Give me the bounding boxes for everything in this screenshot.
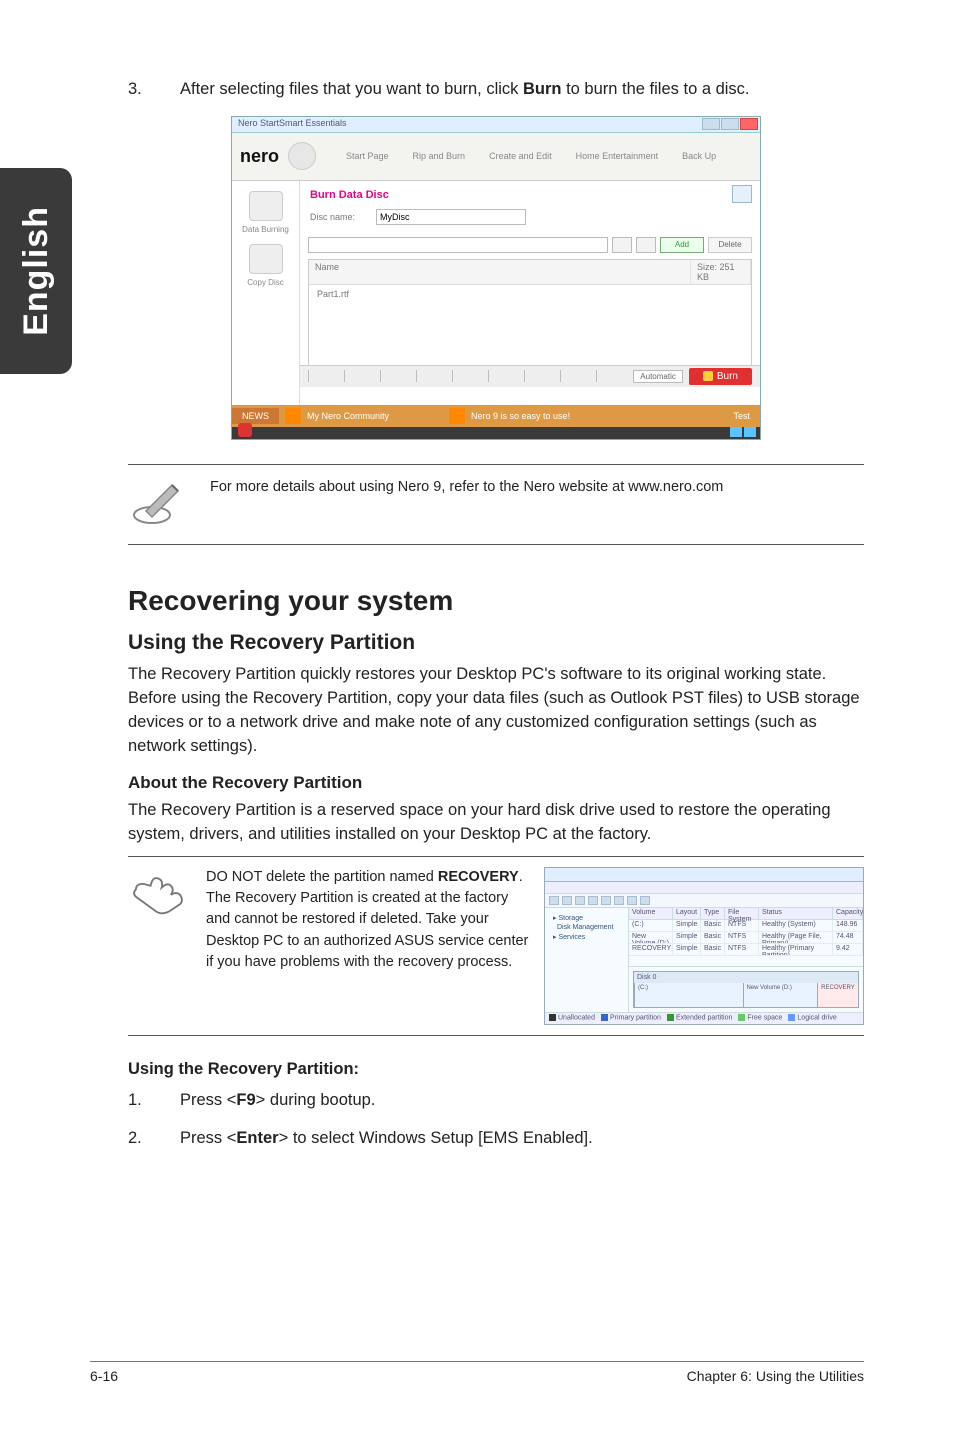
nero-round-icon[interactable] bbox=[288, 142, 316, 170]
sidebar-item-label: Copy Disc bbox=[232, 278, 299, 287]
disc-name-input[interactable] bbox=[376, 209, 526, 225]
nero-logo: nero bbox=[232, 146, 286, 167]
copy-disc-icon[interactable] bbox=[249, 244, 283, 274]
step-3-row: 3. After selecting files that you want t… bbox=[128, 78, 864, 102]
side-language-label: English bbox=[17, 206, 56, 336]
col-size: Size: 251 KB bbox=[691, 260, 751, 284]
tab-backup[interactable]: Back Up bbox=[672, 147, 726, 165]
sidebar-item-label: Data Burning bbox=[232, 225, 299, 234]
nero-titlebar: Nero StartSmart Essentials bbox=[232, 117, 760, 133]
news-label: NEWS bbox=[232, 408, 279, 424]
news-item[interactable]: My Nero Community bbox=[307, 411, 389, 421]
burn-heading: Burn Data Disc bbox=[300, 181, 760, 205]
rss-icon[interactable] bbox=[449, 408, 465, 424]
footer-btn-icon[interactable] bbox=[744, 427, 756, 437]
footer-icon[interactable] bbox=[238, 423, 252, 437]
file-list: Name Size: 251 KB Part1.rtf bbox=[308, 259, 752, 369]
step-number: 2. bbox=[128, 1127, 146, 1151]
procedure-heading: Using the Recovery Partition: bbox=[128, 1060, 864, 1079]
close-panel-icon[interactable] bbox=[732, 185, 752, 203]
nero-sidebar: Data Burning Copy Disc bbox=[232, 181, 300, 411]
step-row: 1. Press <F9> during bootup. bbox=[128, 1089, 864, 1113]
capacity-ruler: Automatic Burn bbox=[300, 365, 760, 387]
paragraph: The Recovery Partition is a reserved spa… bbox=[128, 799, 864, 847]
tab-home[interactable]: Home Entertainment bbox=[566, 147, 669, 165]
list-item[interactable]: Part1.rtf bbox=[309, 285, 751, 303]
pen-note-icon bbox=[128, 477, 188, 532]
disk-management-screenshot: ▸ Storage Disk Management ▸ Services Vol… bbox=[544, 867, 864, 1025]
page-footer: 6-16 Chapter 6: Using the Utilities bbox=[90, 1361, 864, 1384]
nero-screenshot: Nero StartSmart Essentials nero Start Pa… bbox=[231, 116, 761, 440]
flame-icon bbox=[703, 371, 713, 381]
path-input[interactable] bbox=[308, 237, 608, 253]
news-item[interactable]: Nero 9 is so easy to use! bbox=[471, 411, 570, 421]
tab-createedit[interactable]: Create and Edit bbox=[479, 147, 562, 165]
nero-topbar: nero Start Page Rip and Burn Create and … bbox=[232, 133, 760, 181]
note-block: For more details about using Nero 9, ref… bbox=[128, 464, 864, 545]
step-3-text: After selecting files that you want to b… bbox=[180, 78, 750, 102]
nero-footer bbox=[232, 427, 760, 439]
disc-name-label: Disc name: bbox=[310, 212, 366, 222]
browse-up-icon[interactable] bbox=[612, 237, 632, 253]
hand-note-icon bbox=[128, 867, 188, 922]
paragraph: The Recovery Partition quickly restores … bbox=[128, 663, 864, 759]
step-number: 1. bbox=[128, 1089, 146, 1113]
burn-button[interactable]: Burn bbox=[689, 368, 752, 385]
add-button[interactable]: Add bbox=[660, 237, 704, 253]
browse-icon[interactable] bbox=[636, 237, 656, 253]
side-language-tab: English bbox=[0, 168, 72, 374]
recovery-note-text: DO NOT delete the partition named RECOVE… bbox=[206, 867, 530, 1025]
news-bar: NEWS My Nero Community Nero 9 is so easy… bbox=[232, 405, 760, 427]
nero-top-tabs: Start Page Rip and Burn Create and Edit … bbox=[336, 147, 726, 165]
tab-ripburn[interactable]: Rip and Burn bbox=[403, 147, 476, 165]
note-block-recovery: DO NOT delete the partition named RECOVE… bbox=[128, 856, 864, 1036]
tab-startpage[interactable]: Start Page bbox=[336, 147, 399, 165]
step-row: 2. Press <Enter> to select Windows Setup… bbox=[128, 1127, 864, 1151]
data-burning-icon[interactable] bbox=[249, 191, 283, 221]
rss-icon[interactable] bbox=[285, 408, 301, 424]
auto-dropdown[interactable]: Automatic bbox=[633, 370, 683, 383]
subsection-heading: Using the Recovery Partition bbox=[128, 631, 864, 655]
news-tag: Test bbox=[733, 411, 760, 421]
section-heading: Recovering your system bbox=[128, 585, 864, 617]
step-text: Press <Enter> to select Windows Setup [E… bbox=[180, 1127, 593, 1151]
subsubsection-heading: About the Recovery Partition bbox=[128, 773, 864, 793]
page-number: 6-16 bbox=[90, 1368, 118, 1384]
note-text: For more details about using Nero 9, ref… bbox=[210, 477, 723, 498]
footer-btn-icon[interactable] bbox=[730, 427, 742, 437]
step-text: Press <F9> during bootup. bbox=[180, 1089, 375, 1113]
col-name: Name bbox=[309, 260, 691, 284]
window-buttons[interactable] bbox=[702, 118, 758, 130]
delete-button[interactable]: Delete bbox=[708, 237, 752, 253]
ruler-ticks bbox=[308, 370, 627, 382]
step-3-number: 3. bbox=[128, 78, 146, 102]
chapter-label: Chapter 6: Using the Utilities bbox=[687, 1368, 864, 1384]
diskmgr-tree: ▸ Storage Disk Management ▸ Services bbox=[545, 908, 629, 1012]
